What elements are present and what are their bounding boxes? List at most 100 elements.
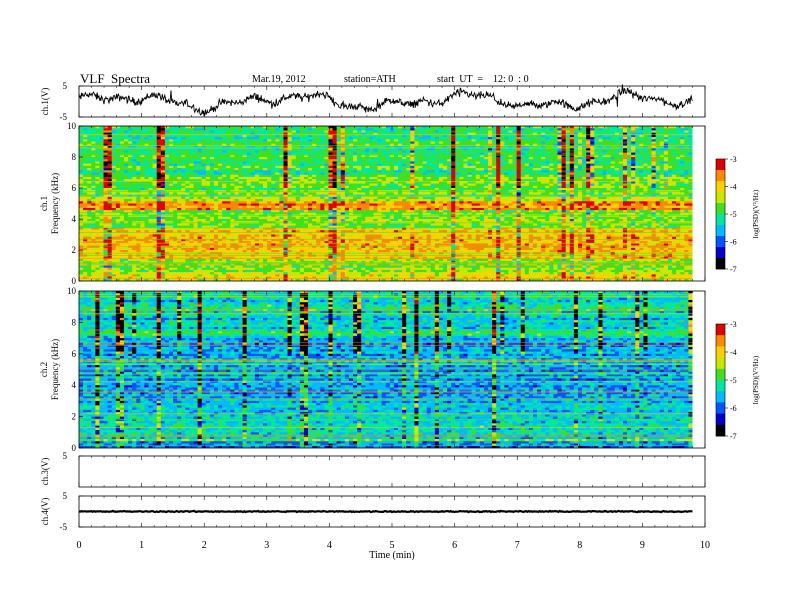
ch1-spectrogram-cell (308, 145, 313, 149)
ch1-spectrogram-cell (267, 181, 272, 184)
ch1-spectrogram-cell (622, 150, 628, 153)
ch1-spectrogram-cell (586, 150, 591, 153)
ch1-spectrogram-cell (455, 183, 460, 187)
ch1-spectrogram-cell (361, 137, 366, 140)
ch1-spectrogram-cell (275, 143, 280, 147)
ch1-spectrogram-cell (353, 152, 358, 156)
ch1-spectrogram-cell (414, 139, 419, 142)
ch1-spectrogram-cell (275, 188, 280, 191)
ch1-spectrogram-cell (434, 148, 440, 151)
ch1-spectrogram-cell (234, 157, 239, 160)
ch1-spectrogram-cell (459, 183, 464, 187)
ch1-spectrogram-cell (524, 154, 530, 158)
ch1-spectrogram-cell (168, 139, 174, 142)
ch1-spectrogram-cell (328, 139, 333, 142)
ch1-spectrogram-cell (324, 168, 329, 171)
ch1-spectrogram-cell (152, 165, 158, 169)
ch1-spectrogram-cell (655, 132, 661, 136)
ch1-spectrogram-cell (635, 132, 640, 136)
ch1-spectrogram-cell (577, 139, 583, 142)
ch1-spectrogram-cell (238, 128, 243, 131)
ch1-spectrogram-cell (140, 168, 145, 171)
ch1-spectrogram-cell (242, 196, 247, 200)
ch1-spectrogram-cell (128, 170, 133, 173)
ch1-spectrogram-cell (455, 185, 460, 189)
ch1-spectrogram-cell (132, 148, 137, 151)
ch1-spectrogram-cell (512, 185, 517, 189)
ch1-spectrogram-cell (586, 188, 591, 191)
ch1-spectrogram-cell (299, 154, 305, 158)
ch1-spectrogram-cell (483, 139, 489, 142)
ch1-spectrogram-cell (647, 145, 652, 149)
ch1-spectrogram-cell (254, 170, 260, 173)
ch1-spectrogram-cell (459, 165, 464, 169)
ch1-spectrogram-cell (577, 128, 583, 131)
ch1-spectrogram-cell (132, 192, 137, 195)
ch1-spectrogram-cell (381, 126, 387, 129)
ch1-spectrogram-cell (426, 134, 432, 138)
ch1-spectrogram-cell (684, 185, 689, 189)
ch1-spectrogram-cell (561, 130, 566, 133)
ch1-spectrogram-cell (500, 159, 505, 162)
ch1-spectrogram-cell (647, 172, 652, 176)
ch1-spectrogram-cell (627, 179, 632, 182)
ch1-spectrogram-cell (103, 139, 108, 142)
ch1-spectrogram-cell (639, 176, 644, 180)
ch1-spectrogram-cell (553, 188, 558, 191)
ch1-spectrogram-cell (95, 128, 100, 131)
ch1-spectrogram-cell (659, 145, 665, 149)
ch1-spectrogram-cell (107, 183, 113, 187)
ch1-spectrogram-cell (627, 181, 632, 184)
ch1-spectrogram-cell (569, 132, 575, 136)
ch1-spectrogram-cell (123, 165, 129, 169)
ch1-spectrogram-cell (263, 157, 268, 160)
ch1-spectrogram-cell (344, 126, 350, 129)
ch1-spectrogram-cell (459, 161, 464, 164)
ch1-spectrogram-cell (222, 143, 227, 147)
ch1-spectrogram-cell (103, 137, 108, 140)
ch1-spectrogram-cell (295, 141, 301, 145)
ch1-spectrogram-cell (524, 159, 530, 162)
ch1-spectrogram-cell (422, 157, 427, 160)
ch1-spectrogram-cell (651, 157, 656, 160)
ch1-spectrogram-cell (283, 145, 288, 149)
ch1-spectrogram-cell (271, 148, 276, 151)
ch1-spectrogram-cell (148, 152, 153, 156)
ch1-spectrogram-cell (418, 145, 423, 149)
ch1-spectrogram-cell (115, 179, 121, 182)
ch1-spectrogram-cell (598, 161, 603, 164)
ch1-spectrogram-cell (291, 152, 297, 156)
ch1-spectrogram-cell (385, 139, 391, 142)
ch1-spectrogram-cell (479, 163, 485, 167)
ch1-spectrogram-cell (279, 152, 284, 156)
ch1-spectrogram-cell (663, 132, 669, 136)
ch1-spectrogram-cell (87, 141, 92, 145)
ch1-spectrogram-cell (410, 152, 415, 156)
ch1-spectrogram-cell (463, 172, 468, 176)
ch1-spectrogram-cell (569, 130, 575, 133)
ch1-spectrogram-cell (328, 179, 333, 182)
ch1-spectrogram-cell (667, 168, 673, 171)
ch1-spectrogram-cell (663, 172, 669, 176)
ch1-spectrogram-cell (475, 139, 481, 142)
ch1-spectrogram-cell (582, 152, 587, 156)
ch1-spectrogram-cell (622, 148, 628, 151)
ch1-spectrogram-cell (565, 165, 571, 169)
ch1-spectrogram-cell (230, 141, 235, 145)
ch1-spectrogram-cell (164, 181, 170, 184)
ch1-spectrogram-cell (684, 176, 689, 180)
ch1-spectrogram-cell (606, 150, 611, 153)
ch1-spectrogram-cell (528, 126, 534, 129)
ch1-spectrogram-cell (541, 159, 546, 162)
ch1-spectrogram-cell (316, 148, 321, 151)
ch1-spectrogram-cell (426, 170, 432, 173)
ch1-spectrogram-cell (438, 174, 444, 178)
ch1-spectrogram-cell (209, 157, 215, 160)
ch1-spectrogram-cell (680, 159, 685, 162)
ch1-spectrogram-cell (303, 145, 309, 149)
ch1-spectrogram-cell (189, 148, 194, 151)
ch1-spectrogram-cell (594, 141, 599, 145)
ch1-spectrogram-cell (688, 126, 693, 129)
ch1-spectrogram-cell (598, 126, 603, 129)
ch1-spectrogram-cell (586, 141, 591, 145)
